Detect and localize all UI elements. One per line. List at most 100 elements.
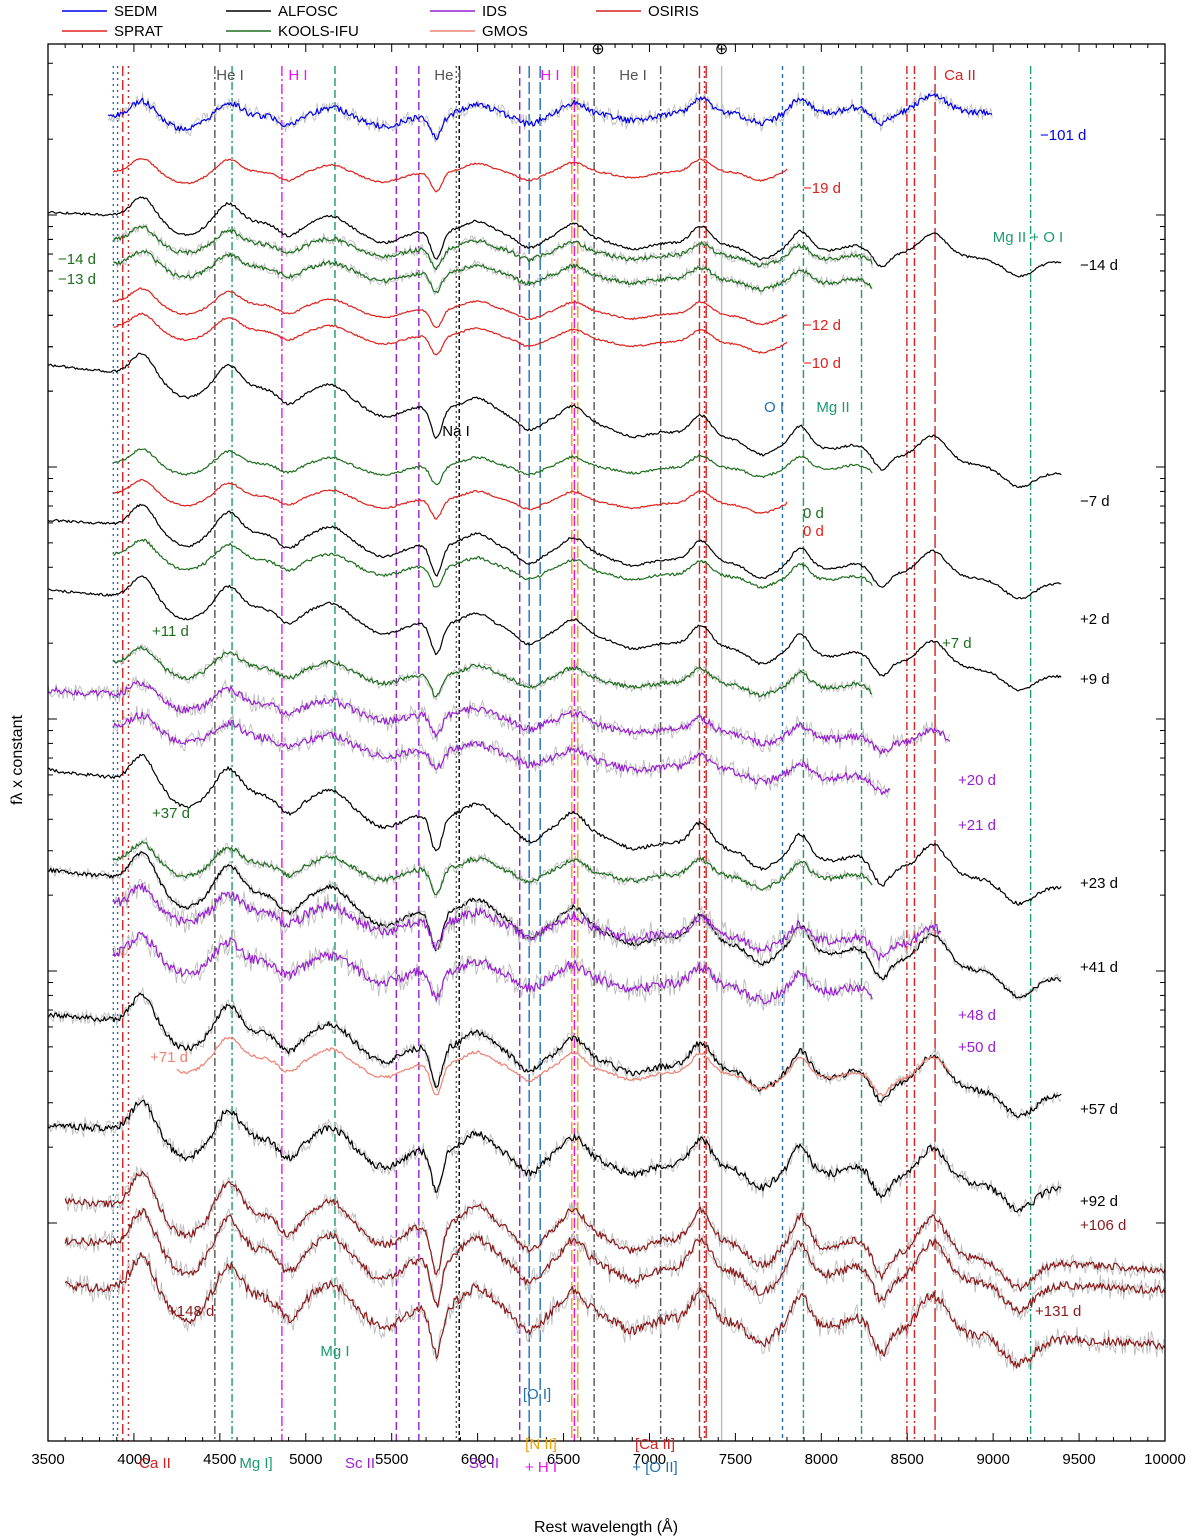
- line-id-label: H I: [288, 67, 307, 84]
- epoch-label: 0 d: [803, 523, 824, 540]
- line-id-label: He I: [619, 67, 647, 84]
- epoch-label: +71 d: [150, 1049, 188, 1066]
- epoch-label: 0 d: [803, 505, 824, 522]
- epoch-label: −14 d: [1080, 257, 1118, 274]
- x-tick-label: 6500: [547, 1451, 580, 1468]
- line-id-label: Mg II + O I: [993, 229, 1063, 246]
- epoch-label: +20 d: [958, 772, 996, 789]
- epoch-label: +148 d: [168, 1303, 214, 1320]
- spectrum-trace: [113, 250, 873, 294]
- spectrum-trace: [47, 575, 1062, 692]
- spectrum-trace: [47, 680, 951, 755]
- spectrum-trace: [47, 196, 1062, 278]
- spectrum-trace: [113, 448, 873, 486]
- line-id-label: [O I]: [523, 1386, 551, 1403]
- epoch-label: +48 d: [958, 1007, 996, 1024]
- line-id-label: Ca II: [139, 1455, 171, 1472]
- epoch-label: +106 d: [1080, 1217, 1126, 1234]
- x-tick-label: 8000: [805, 1451, 838, 1468]
- x-tick-label: 10000: [1144, 1451, 1186, 1468]
- spectrum-trace: [107, 93, 993, 141]
- spectrum-trace: [47, 503, 1062, 600]
- epoch-label: +23 d: [1080, 875, 1118, 892]
- epoch-label: +92 d: [1080, 1193, 1118, 1210]
- epoch-label: −14 d: [58, 251, 96, 268]
- line-id-label: He I: [434, 67, 462, 84]
- spectrum-raw-trace: [113, 928, 873, 1012]
- line-id-label: Mg I: [320, 1343, 349, 1360]
- legend-label: KOOLS-IFU: [278, 23, 359, 40]
- spectrum-trace: [112, 225, 873, 271]
- x-tick-label: 8500: [891, 1451, 924, 1468]
- x-tick-label: 3500: [31, 1451, 64, 1468]
- line-id-label: [Ca II]: [635, 1436, 675, 1453]
- spectrum-trace: [113, 287, 788, 329]
- spectrum-raw-trace: [112, 642, 873, 703]
- telluric-symbol: ⊕: [591, 41, 604, 58]
- line-id-label: Sc II: [469, 1455, 499, 1472]
- line-id-label: [N II]: [525, 1436, 557, 1453]
- legend: SEDM SPRAT ALFOSC KOOLS-IFU IDS GMOS OSIRIS: [62, 3, 699, 40]
- y-axis: [48, 62, 1165, 1224]
- x-tick-label: 9000: [976, 1451, 1009, 1468]
- epoch-label: +57 d: [1080, 1101, 1118, 1118]
- spectrum-raw-trace: [112, 836, 873, 899]
- epoch-label: +2 d: [1080, 611, 1110, 628]
- spectra: [47, 89, 1166, 1371]
- epoch-label: −101 d: [1040, 127, 1086, 144]
- legend-label: SPRAT: [114, 23, 163, 40]
- spectrum-trace: [112, 931, 873, 1005]
- spectrum-trace: [64, 1251, 1166, 1369]
- x-tick-label: 6000: [461, 1451, 494, 1468]
- spectrum-raw-trace: [47, 1093, 1062, 1217]
- legend-label: GMOS: [482, 23, 528, 40]
- epoch-label: +41 d: [1080, 959, 1118, 976]
- line-markers: [112, 66, 1032, 1441]
- spectrum-trace: [112, 478, 788, 520]
- line-id-label: + H I: [525, 1459, 557, 1476]
- epoch-label: −10 d: [803, 355, 841, 372]
- x-tick-label: 9500: [1062, 1451, 1095, 1468]
- epoch-label: +11 d: [152, 623, 189, 640]
- epoch-label: +9 d: [1080, 671, 1110, 688]
- epoch-label: +37 d: [152, 805, 190, 822]
- spectrum-trace: [176, 1036, 950, 1096]
- legend-label: OSIRIS: [648, 3, 699, 20]
- line-id-label: + [O II]: [632, 1459, 677, 1476]
- line-id-label: Mg II: [816, 399, 849, 416]
- spectrum-trace: [64, 1207, 1166, 1315]
- x-tick-label: 4500: [203, 1451, 236, 1468]
- spectrum-trace: [112, 841, 873, 896]
- spectrum-raw-trace: [112, 248, 873, 297]
- y-axis-title: fλ x constant: [9, 715, 26, 805]
- line-id-label: H I: [540, 67, 559, 84]
- line-labels: He I H I He I H I He I Ca II Mg II + O I Na I O …: [139, 67, 1063, 1476]
- telluric-symbols: ⊕ ⊕: [591, 41, 728, 58]
- spectrum-raw-trace: [113, 878, 942, 969]
- spectrum-trace: [112, 711, 891, 796]
- spectrum-trace: [112, 158, 788, 193]
- line-id-label: O I: [764, 399, 784, 416]
- spectrum-raw-trace: [112, 222, 873, 274]
- spectrum-raw-trace: [107, 89, 993, 143]
- epoch-label: −12 d: [803, 317, 841, 334]
- epoch-label: +50 d: [958, 1039, 996, 1056]
- x-tick-label: 4000: [117, 1451, 150, 1468]
- epoch-label: +131 d: [1035, 1303, 1081, 1320]
- epoch-label: −7 d: [1080, 493, 1110, 510]
- spectrum-trace: [113, 312, 788, 356]
- epoch-label: −19 d: [803, 180, 841, 197]
- line-id-label: Mg I]: [239, 1455, 272, 1472]
- spectrum-trace: [47, 1099, 1062, 1213]
- spectrum-trace: [113, 538, 873, 590]
- x-tick-label: 5500: [375, 1451, 408, 1468]
- x-axis: 3500 4000 4500 5000 5500 6000 6500 7000 7500 8000…: [31, 44, 1186, 1468]
- x-axis-title: Rest wavelength (Å): [534, 1517, 678, 1536]
- spectrum-trace: [48, 753, 1062, 906]
- telluric-symbol: ⊕: [715, 41, 728, 58]
- legend-label: SEDM: [114, 3, 157, 20]
- plot-frame: [47, 43, 1166, 1442]
- spectrum-trace: [112, 645, 873, 698]
- spectrum-trace: [112, 882, 942, 961]
